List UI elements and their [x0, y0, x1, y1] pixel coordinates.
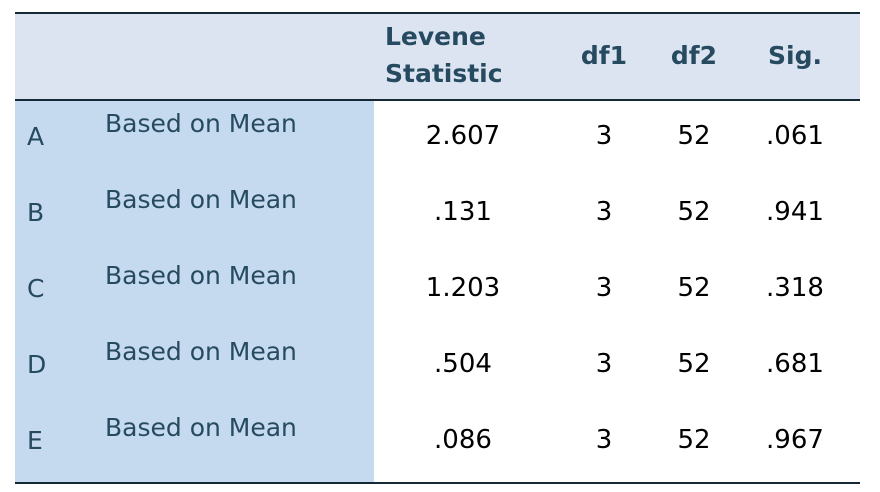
- cell: 2.607: [425, 121, 501, 151]
- cell: .318: [766, 273, 824, 303]
- cell: 3: [595, 273, 613, 303]
- cell: .681: [766, 349, 824, 379]
- cell: .061: [766, 121, 824, 151]
- cell: 52: [677, 349, 711, 379]
- row-label: Based on Mean: [105, 337, 297, 366]
- top-rule: [15, 12, 860, 14]
- row-label: Based on Mean: [105, 109, 297, 138]
- header-cell: df1: [580, 41, 628, 70]
- header-cell: Sig.: [768, 41, 822, 70]
- cell: 3: [595, 121, 613, 151]
- row-label: Based on Mean: [105, 261, 297, 290]
- row-group: A: [27, 122, 45, 151]
- cell: 3: [595, 349, 613, 379]
- cell: 52: [677, 273, 711, 303]
- header-cell: df2: [670, 41, 718, 70]
- row-group: E: [27, 426, 43, 455]
- header-band: [15, 13, 860, 100]
- cell: 1.203: [425, 273, 501, 303]
- cell: 52: [677, 425, 711, 455]
- row-group: B: [27, 198, 45, 227]
- cell: 52: [677, 121, 711, 151]
- cell: 52: [677, 197, 711, 227]
- cell: .131: [434, 197, 492, 227]
- header-cell: Levene Statistic: [385, 22, 503, 88]
- row-group: D: [27, 350, 47, 379]
- cell: 3: [595, 425, 613, 455]
- cell: .504: [434, 349, 492, 379]
- cell: .967: [766, 425, 824, 455]
- header-rule: [15, 99, 860, 101]
- cell: 3: [595, 197, 613, 227]
- row-label: Based on Mean: [105, 413, 297, 442]
- cell: .941: [766, 197, 824, 227]
- row-label-band: [15, 100, 374, 483]
- row-label: Based on Mean: [105, 185, 297, 214]
- cell: .086: [434, 425, 492, 455]
- row-group: C: [27, 274, 45, 303]
- bottom-rule: [15, 482, 860, 484]
